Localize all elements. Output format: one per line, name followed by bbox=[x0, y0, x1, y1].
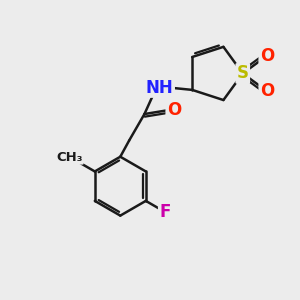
Text: O: O bbox=[167, 100, 181, 118]
Text: NH: NH bbox=[146, 79, 174, 97]
Text: CH₃: CH₃ bbox=[56, 151, 83, 164]
Text: O: O bbox=[260, 82, 274, 100]
Text: O: O bbox=[260, 47, 274, 65]
Text: F: F bbox=[159, 203, 171, 221]
Text: S: S bbox=[237, 64, 249, 82]
